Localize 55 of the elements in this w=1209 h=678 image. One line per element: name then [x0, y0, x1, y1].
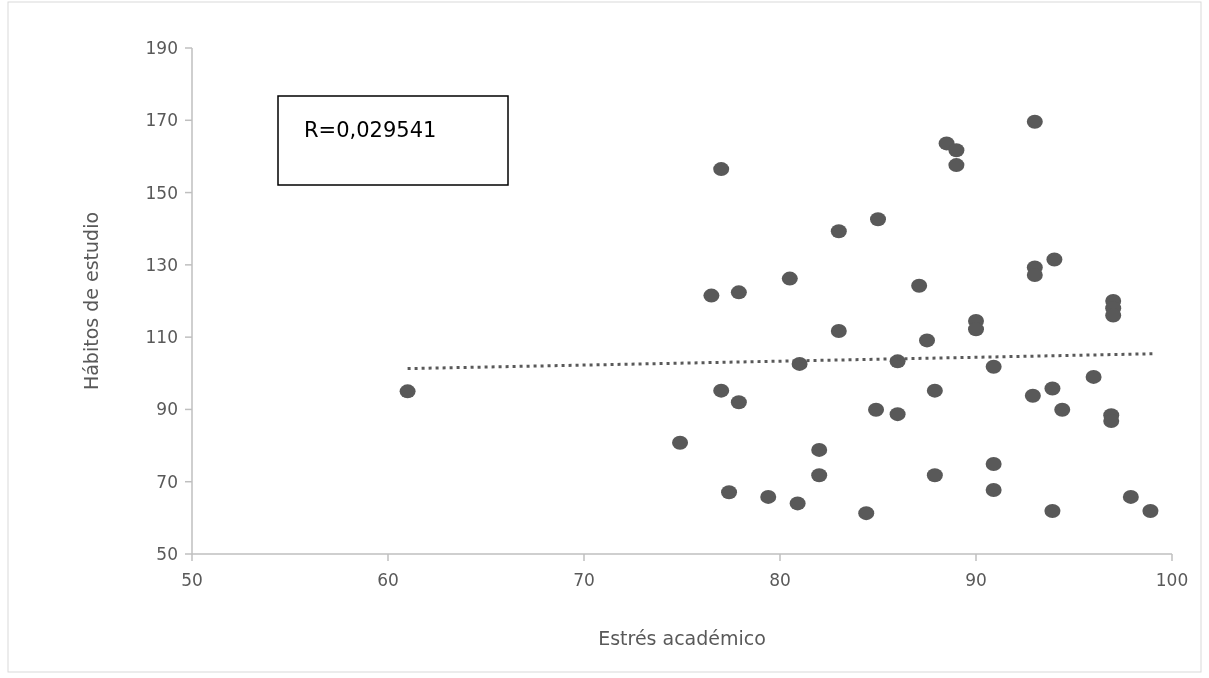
point [948, 143, 965, 158]
point [926, 383, 943, 398]
point [858, 506, 875, 521]
point [730, 395, 747, 410]
x-tick-label: 50 [181, 570, 203, 590]
point [721, 485, 738, 500]
y-tick-label: 130 [145, 254, 178, 275]
point [399, 384, 416, 399]
point [985, 457, 1002, 471]
x-tick-label: 100 [1155, 570, 1189, 590]
point [830, 324, 847, 338]
point [919, 333, 935, 348]
point [926, 468, 943, 483]
point [1054, 402, 1071, 417]
point [730, 285, 747, 300]
point [889, 407, 906, 422]
point [1026, 114, 1043, 129]
y-axis-title: Hábitos de estudio [80, 211, 102, 391]
point [713, 383, 730, 398]
point [1044, 381, 1061, 396]
point [1024, 388, 1041, 403]
point [789, 496, 806, 511]
y-tick-label: 50 [156, 543, 178, 564]
point [1142, 503, 1159, 518]
point [911, 278, 928, 293]
x-tick-label: 90 [965, 570, 987, 590]
point [985, 359, 1002, 374]
point [830, 224, 847, 239]
point [760, 489, 777, 504]
point [948, 158, 965, 173]
y-tick-label: 170 [145, 110, 178, 131]
point [703, 288, 720, 303]
y-tick-label: 70 [156, 471, 178, 492]
x-axis-title: Estrés académico [598, 627, 766, 649]
point [713, 162, 730, 177]
point [868, 402, 885, 417]
x-tick-label: 60 [377, 570, 399, 590]
annotation: R=0,029541 [304, 118, 437, 142]
point [1085, 369, 1102, 384]
point [870, 212, 886, 227]
x-tick-label: 70 [573, 570, 595, 590]
point [811, 442, 828, 457]
point [1046, 252, 1063, 267]
y-tick-label: 150 [145, 182, 178, 203]
x-tick-label: 80 [769, 570, 791, 590]
point [1044, 503, 1061, 518]
point [1122, 489, 1139, 504]
point [811, 468, 828, 483]
y-tick-label: 110 [145, 327, 178, 348]
y-tick-label: 190 [145, 37, 178, 58]
point [672, 435, 689, 450]
y-tick-label: 90 [156, 399, 178, 420]
point [985, 483, 1002, 498]
point [781, 271, 798, 286]
point [968, 322, 984, 337]
